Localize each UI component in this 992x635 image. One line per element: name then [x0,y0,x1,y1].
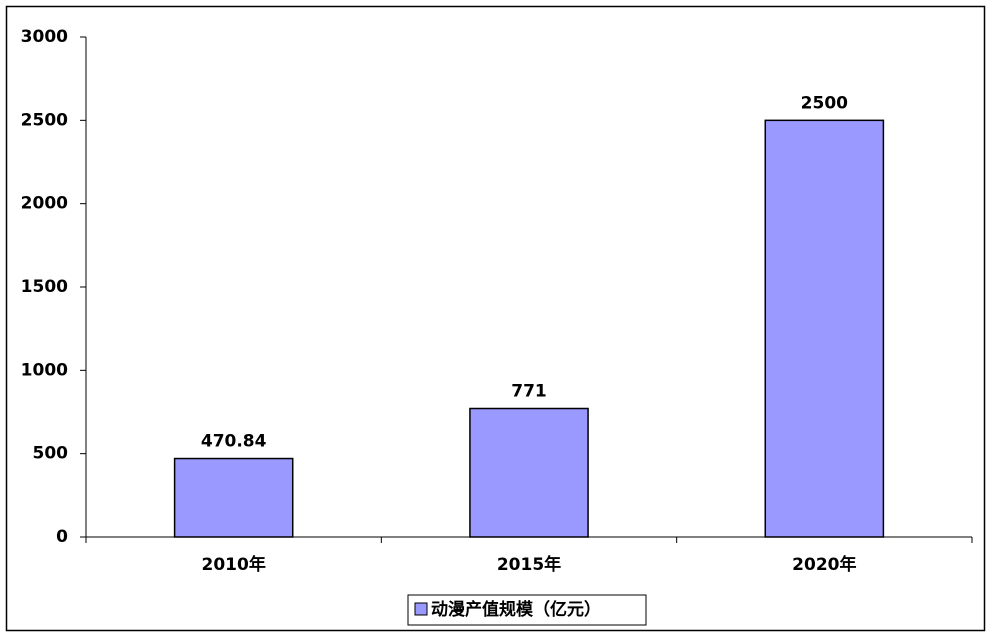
bar [173,457,294,538]
y-tick-label: 1500 [21,277,68,297]
value-label: 470.84 [201,432,267,452]
y-tick-label: 2500 [21,110,68,130]
y-tick-label: 0 [56,527,68,547]
bar [469,407,589,538]
legend-label: 动漫产值规模（亿元） [431,599,601,620]
y-tick-label: 500 [33,444,69,464]
value-label: 2500 [801,93,848,113]
bar [764,119,885,538]
legend-swatch [414,602,428,616]
legend-box [407,594,647,626]
x-tick-label: 2020年 [792,554,856,575]
x-tick-label: 2015年 [497,554,561,575]
y-tick-label: 1000 [21,360,68,380]
y-tick-label: 3000 [21,27,68,47]
y-tick-label: 2000 [21,194,68,214]
x-tick-label: 2010年 [202,554,266,575]
value-label: 771 [511,382,547,402]
